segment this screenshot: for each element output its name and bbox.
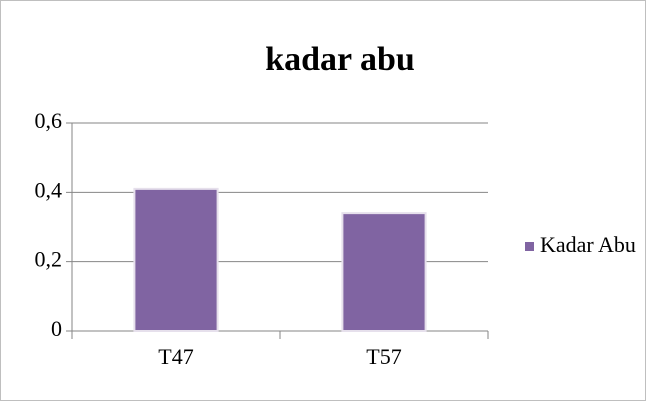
legend-swatch [525, 242, 534, 251]
bar [133, 187, 219, 332]
x-tick-label: T47 [158, 344, 193, 369]
legend-label: Kadar Abu [540, 232, 636, 257]
y-tick-label: 0,2 [35, 247, 63, 272]
y-tick-label: 0,6 [35, 108, 63, 133]
y-tick-label: 0,4 [35, 177, 63, 202]
x-tick-label: T57 [366, 344, 401, 369]
chart-title: kadar abu [265, 41, 415, 78]
bar [341, 212, 427, 332]
y-tick-label: 0 [51, 316, 62, 341]
